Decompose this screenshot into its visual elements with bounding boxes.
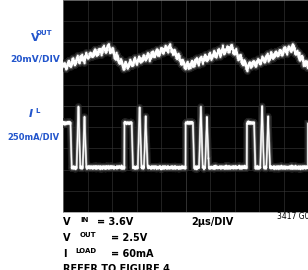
Text: I: I	[63, 249, 67, 259]
Text: REFER TO FIGURE 4: REFER TO FIGURE 4	[63, 264, 170, 270]
Text: 20mV/DIV: 20mV/DIV	[10, 55, 60, 64]
Text: 2μs/DIV: 2μs/DIV	[191, 217, 233, 227]
Text: LOAD: LOAD	[75, 248, 97, 254]
Text: 250mA/DIV: 250mA/DIV	[8, 132, 60, 141]
Text: = 60mA: = 60mA	[111, 249, 153, 259]
Text: V: V	[30, 33, 39, 43]
Text: 3417 G04: 3417 G04	[277, 212, 308, 221]
Text: I: I	[29, 109, 33, 119]
Text: V: V	[63, 233, 71, 243]
Text: = 2.5V: = 2.5V	[111, 233, 147, 243]
Text: L: L	[35, 108, 40, 114]
Text: IN: IN	[80, 217, 88, 223]
Text: OUT: OUT	[35, 30, 52, 36]
Text: V: V	[63, 217, 71, 227]
Text: = 3.6V: = 3.6V	[97, 217, 133, 227]
Text: OUT: OUT	[80, 232, 97, 238]
